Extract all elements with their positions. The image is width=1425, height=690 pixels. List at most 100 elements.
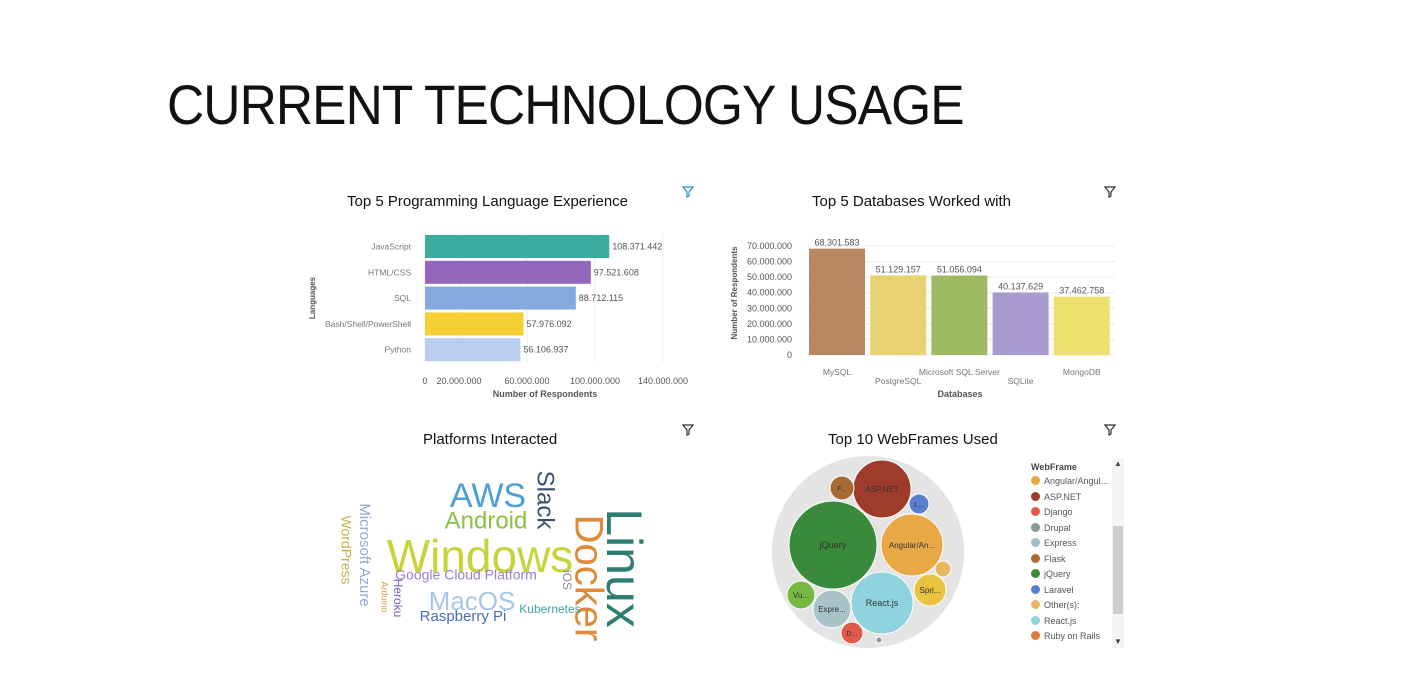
webframes-chart-title: Top 10 WebFrames Used [828,431,998,448]
bar [425,338,521,362]
scroll-thumb[interactable] [1113,526,1123,614]
bubble [934,560,952,578]
y-tick-label: 40.000.000 [747,288,792,298]
legend-label: jQuery [1044,569,1071,579]
filter-icon[interactable] [1104,186,1116,198]
word: Raspberry Pi [420,608,507,625]
bubble [850,571,914,635]
x-tick-label: MySQL [823,367,852,377]
scroll-down-arrow-icon[interactable]: ▼ [1114,637,1122,646]
bubble-label: L... [914,502,924,509]
x-tick-label: MongoDB [1063,367,1101,377]
data-label: 40.137.629 [998,281,1043,291]
bar [870,275,927,355]
y-tick-label: 10.000.000 [747,334,792,344]
legend-swatch [1031,476,1040,485]
x-tick-label: Microsoft SQL Server [919,367,1000,377]
word: MacOS [429,586,516,616]
legend-item[interactable]: Laravel [1031,584,1074,599]
data-label: 51.129.157 [876,264,921,274]
legend-scrollbar[interactable]: ▲ ▼ [1112,458,1124,648]
legend-item[interactable]: React.js [1031,615,1077,630]
legend-item[interactable]: Drupal [1031,522,1071,537]
legend-label: Express [1044,538,1077,548]
legend-item[interactable]: Ruby on Rails [1031,631,1100,645]
bar [425,312,524,336]
legend-swatch [1031,522,1040,532]
bubble [829,475,855,501]
data-label: 37.462.758 [1059,286,1104,296]
bubble [840,621,864,645]
legend-swatch [1031,538,1040,547]
word: Docker [566,515,610,642]
legend-swatch [1031,615,1040,625]
y-tick-label: 50.000.000 [747,272,792,282]
bar [1053,296,1110,355]
filter-icon[interactable] [682,186,694,198]
legend-item[interactable]: Other(s): [1031,600,1080,614]
bar [425,235,610,258]
y-tick-label: SQL [394,293,411,303]
legend-label: Django [1044,507,1073,517]
page-title: CURRENT TECHNOLOGY USAGE [167,73,965,136]
word: Heroku [391,579,405,618]
legend-swatch [1031,600,1040,609]
data-label: 88.712.115 [579,293,623,303]
data-label: 51.056.094 [937,264,982,274]
legend-swatch [1031,631,1040,640]
x-tick-label: 20.000.000 [436,376,481,386]
y-tick-label: Bash/Shell/PowerShell [325,319,411,329]
bubble-label: jQuery [819,540,847,550]
legend-item[interactable]: Express [1031,538,1077,552]
data-label: 108.371.442 [612,242,662,252]
filter-icon[interactable] [682,424,694,436]
y-tick-label: Python [385,345,412,355]
word: Arduino [380,581,390,612]
word: iOS [560,570,574,590]
bubble-label: ASP.NET [865,485,898,494]
word: Kubernetes [519,602,580,616]
legend-item[interactable]: jQuery [1031,569,1071,583]
legend-item[interactable]: Angular/Angul... [1031,476,1108,490]
legend-label: Drupal [1044,522,1071,533]
legend-label: React.js [1044,615,1077,626]
platforms-chart-title: Platforms Interacted [423,431,558,448]
data-label: 56.106.937 [523,345,568,355]
bar [809,248,865,355]
bubble [812,589,852,629]
x-tick-label: 60.000.000 [504,376,549,386]
scroll-up-arrow-icon[interactable]: ▲ [1114,459,1122,468]
legend-item[interactable]: Flask [1031,553,1066,568]
y-tick-label: 0 [787,350,792,360]
legend-item[interactable]: Django [1031,507,1073,521]
databases-chart-title: Top 5 Databases Worked with [812,193,1011,210]
word: AWS [450,477,526,515]
bubble-label: React.js [866,598,899,608]
bubble [880,513,944,577]
x-tick-label: 0 [422,376,427,386]
y-tick-label: 20.000.000 [747,319,792,329]
word: WordPress [338,516,354,585]
filter-icon[interactable] [1104,424,1116,436]
legend-swatch [1031,507,1040,516]
legend-swatch [1031,491,1040,501]
bar [425,260,591,284]
legend-item[interactable]: ASP.NET [1031,491,1082,506]
bubble-label: D... [847,631,858,638]
bubble-label: Spri... [920,586,941,595]
bubble-label: Vu... [793,591,809,600]
y-tick-label: 60.000.000 [747,257,792,267]
legend-swatch [1031,584,1040,594]
y-tick-label: 70.000.000 [747,241,792,251]
bubble [788,500,878,590]
word: Linux [596,508,652,628]
x-tick-label: SQLite [1008,376,1034,386]
bubble-label: Expre... [818,605,846,614]
bubble-label: Angular/An... [889,541,935,550]
x-tick-label: 140.000.000 [638,376,688,386]
word: Slack [532,471,559,531]
legend-label: ASP.NET [1044,491,1082,502]
bubble [913,573,947,607]
y-tick-label: 30.000.000 [747,303,792,313]
legend-swatch [1031,553,1040,563]
